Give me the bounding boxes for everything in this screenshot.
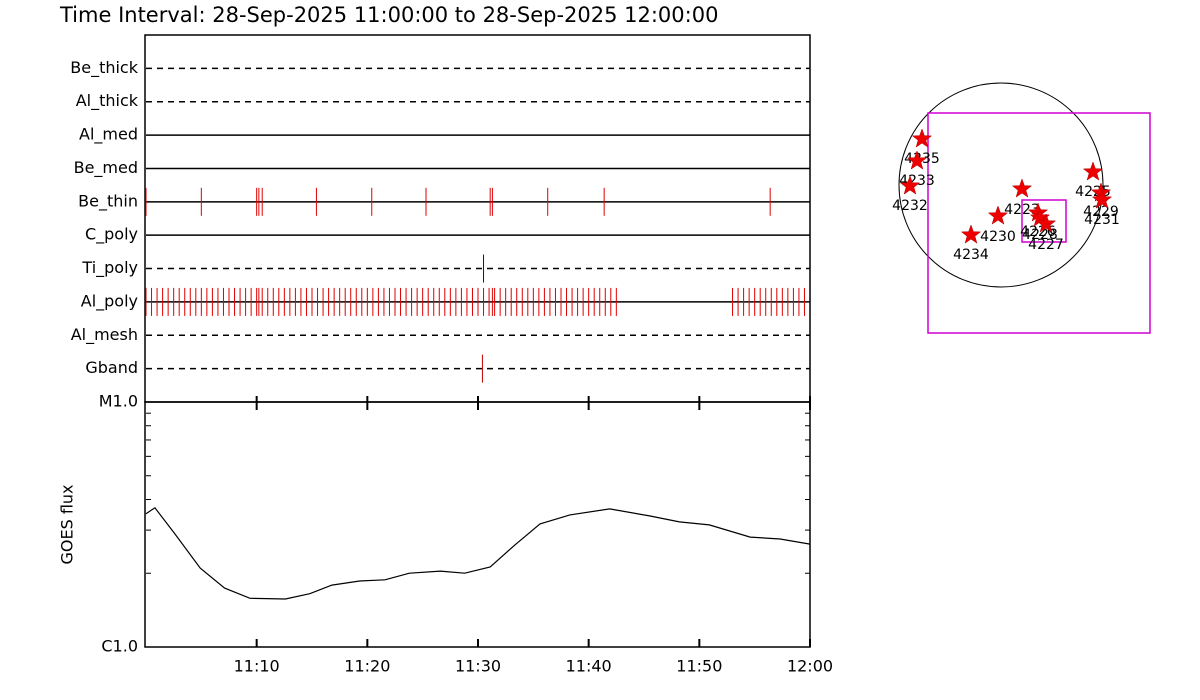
- row-label: C_poly: [85, 225, 138, 245]
- y-tick-label: M1.0: [99, 392, 138, 411]
- row-label: Be_thin: [78, 191, 138, 211]
- flux-line: [145, 506, 811, 600]
- title: Time Interval: 28-Sep-2025 11:00:00 to 2…: [59, 3, 718, 27]
- region-label: 4228: [1022, 227, 1058, 243]
- region-label: 4223: [1004, 202, 1040, 218]
- row-label: Be_thick: [70, 58, 138, 78]
- x-tick-label: 12:00: [787, 657, 833, 676]
- x-tick-label: 11:50: [676, 657, 722, 676]
- region-label: 4227: [1028, 237, 1064, 253]
- row-label: Al_thick: [76, 91, 139, 111]
- region-label: 4229: [1083, 204, 1119, 220]
- row-label: Al_poly: [81, 291, 138, 311]
- region-label: 4233: [899, 173, 935, 189]
- fov-box: [927, 112, 1151, 334]
- solar-disk: [898, 82, 1104, 288]
- x-tick-label: 11:10: [234, 657, 280, 676]
- sun-map: 4235 4233 4232 4223 4226 4228 4227 4230 …: [892, 82, 1151, 334]
- row-label: Ti_poly: [81, 258, 138, 278]
- region-label: 4234: [953, 247, 989, 263]
- x-tick-label: 11:30: [455, 657, 501, 676]
- y-tick-label: C1.0: [101, 637, 138, 656]
- region-label: 4230: [980, 229, 1016, 245]
- row-label: Al_med: [79, 125, 138, 145]
- row-label: Gband: [85, 358, 138, 377]
- region-label: 4232: [892, 198, 928, 214]
- row-label: Be_med: [74, 158, 138, 178]
- row-label: Al_mesh: [71, 325, 138, 345]
- region-label: 4231: [1084, 212, 1120, 228]
- fov-box: [1021, 199, 1067, 243]
- y-axis-label: GOES flux: [58, 484, 77, 564]
- x-tick-label: 11:20: [344, 657, 390, 676]
- x-tick-label: 11:40: [566, 657, 612, 676]
